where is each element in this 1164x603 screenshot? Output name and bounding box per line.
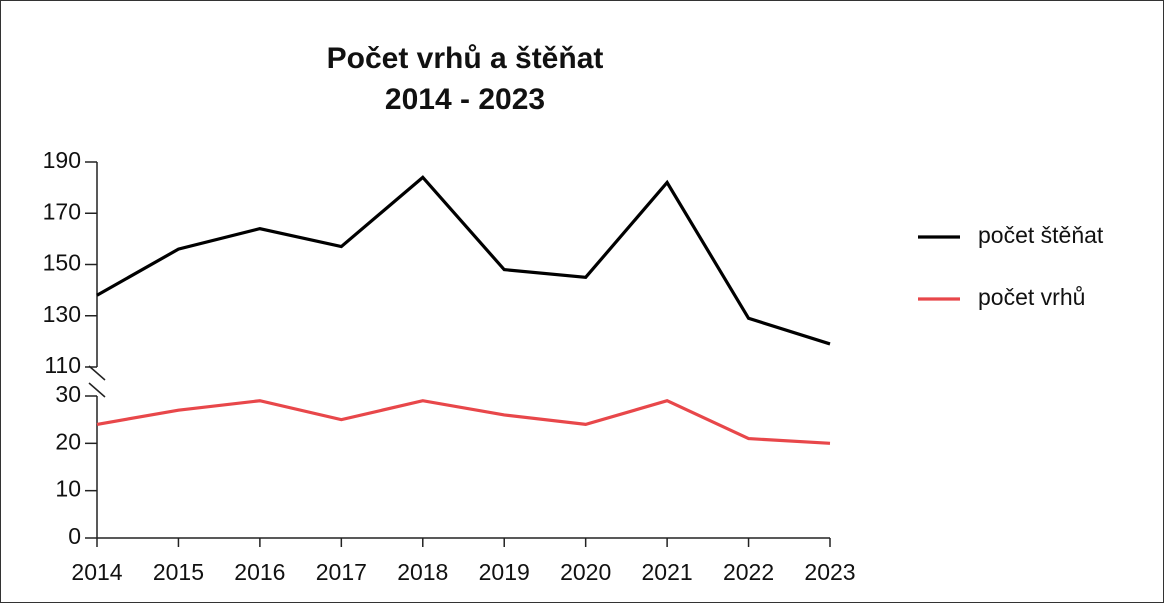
x-tick-label: 2023 [804,559,855,585]
x-tick-label: 2022 [723,559,774,585]
y-tick-label: 170 [43,198,81,224]
y-tick-label: 10 [55,476,81,502]
x-tick-label: 2021 [642,559,693,585]
legend-label: počet štěňat [978,222,1104,248]
chart-subtitle: 2014 - 2023 [385,83,545,116]
x-tick-label: 2015 [153,559,204,585]
y-tick-label: 110 [44,352,81,378]
y-tick-label: 20 [55,428,81,454]
axis-break [88,382,106,398]
y-tick-label: 190 [43,147,81,173]
x-tick-label: 2020 [560,559,611,585]
y-tick-label: 150 [43,250,81,276]
chart-title: Počet vrhů a štěňat [327,42,604,75]
series-line [96,175,831,346]
x-tick-label: 2016 [234,559,285,585]
series-line [96,399,831,445]
axis-break [88,365,106,381]
x-tick-label: 2014 [71,559,122,585]
legend-label: počet vrhů [978,284,1085,310]
x-tick-label: 2019 [479,559,530,585]
x-tick-label: 2018 [397,559,448,585]
x-tick-label: 2017 [316,559,367,585]
y-tick-label: 0 [68,523,81,549]
y-tick-label: 30 [55,381,81,407]
y-tick-label: 130 [43,301,81,327]
